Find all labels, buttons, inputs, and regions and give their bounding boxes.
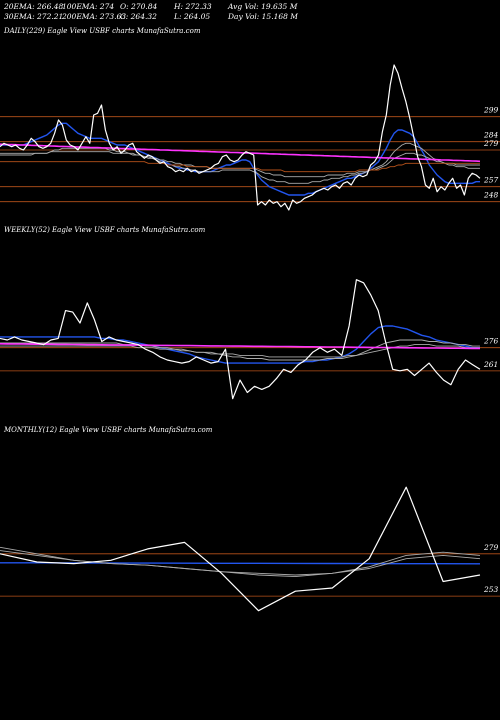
monthly-level-label-253: 253: [483, 585, 499, 594]
header-close: C: 264.32: [120, 12, 157, 21]
header-ema100: 100EMA: 274: [62, 2, 115, 11]
header-avg-vol: Avg Vol: 19.635 M: [228, 2, 298, 11]
monthly-level-label-279: 279: [483, 543, 499, 552]
daily-level-label-299: 299: [483, 106, 499, 115]
monthly-chart: 279 253: [0, 486, 500, 612]
header-ema30: 30EMA: 272.21: [4, 12, 64, 21]
header-day-vol: Day Vol: 15.168 M: [228, 12, 298, 21]
daily-panel-title: DAILY(229) Eagle View USBF charts Munafa…: [4, 27, 201, 35]
header-high: H: 272.33: [174, 2, 212, 11]
weekly-panel-title: WEEKLY(52) Eagle View USBF charts Munafa…: [4, 226, 206, 234]
daily-level-label-284: 284: [483, 131, 499, 140]
daily-price-line: [0, 64, 481, 211]
weekly-gray-ema-line-2: [0, 344, 480, 358]
monthly-gray-ema-line-2: [0, 550, 481, 576]
weekly-level-label-261: 261: [483, 360, 498, 369]
header-ema20: 20EMA: 266.48: [4, 2, 64, 11]
daily-level-label-248: 248: [483, 191, 499, 200]
daily-brown-ema-line-3: [0, 161, 480, 173]
weekly-chart: 276 261: [0, 279, 500, 400]
header-open: O: 270.84: [120, 2, 158, 11]
daily-level-label-257: 257: [483, 176, 499, 185]
monthly-price-line: [0, 486, 481, 612]
daily-pink-ema-line-4: [0, 143, 481, 163]
weekly-blue-ema-line-0: [0, 325, 480, 364]
weekly-gray-ema-line-1: [0, 339, 480, 361]
weekly-level-label-276: 276: [483, 337, 499, 346]
daily-blue-ema-line-0: [0, 122, 480, 196]
daily-level-label-279: 279: [483, 139, 499, 148]
monthly-panel-title: MONTHLY(12) Eagle View USBF charts Munaf…: [4, 426, 213, 434]
daily-gray-ema-line-2: [0, 151, 480, 178]
header-ema200: 200EMA: 273.63: [62, 12, 127, 21]
header-low: L: 264.05: [174, 12, 211, 21]
weekly-pink-ema-line-3: [0, 343, 480, 350]
daily-gray-ema-line-1: [0, 142, 480, 184]
weekly-price-line: [0, 279, 481, 400]
